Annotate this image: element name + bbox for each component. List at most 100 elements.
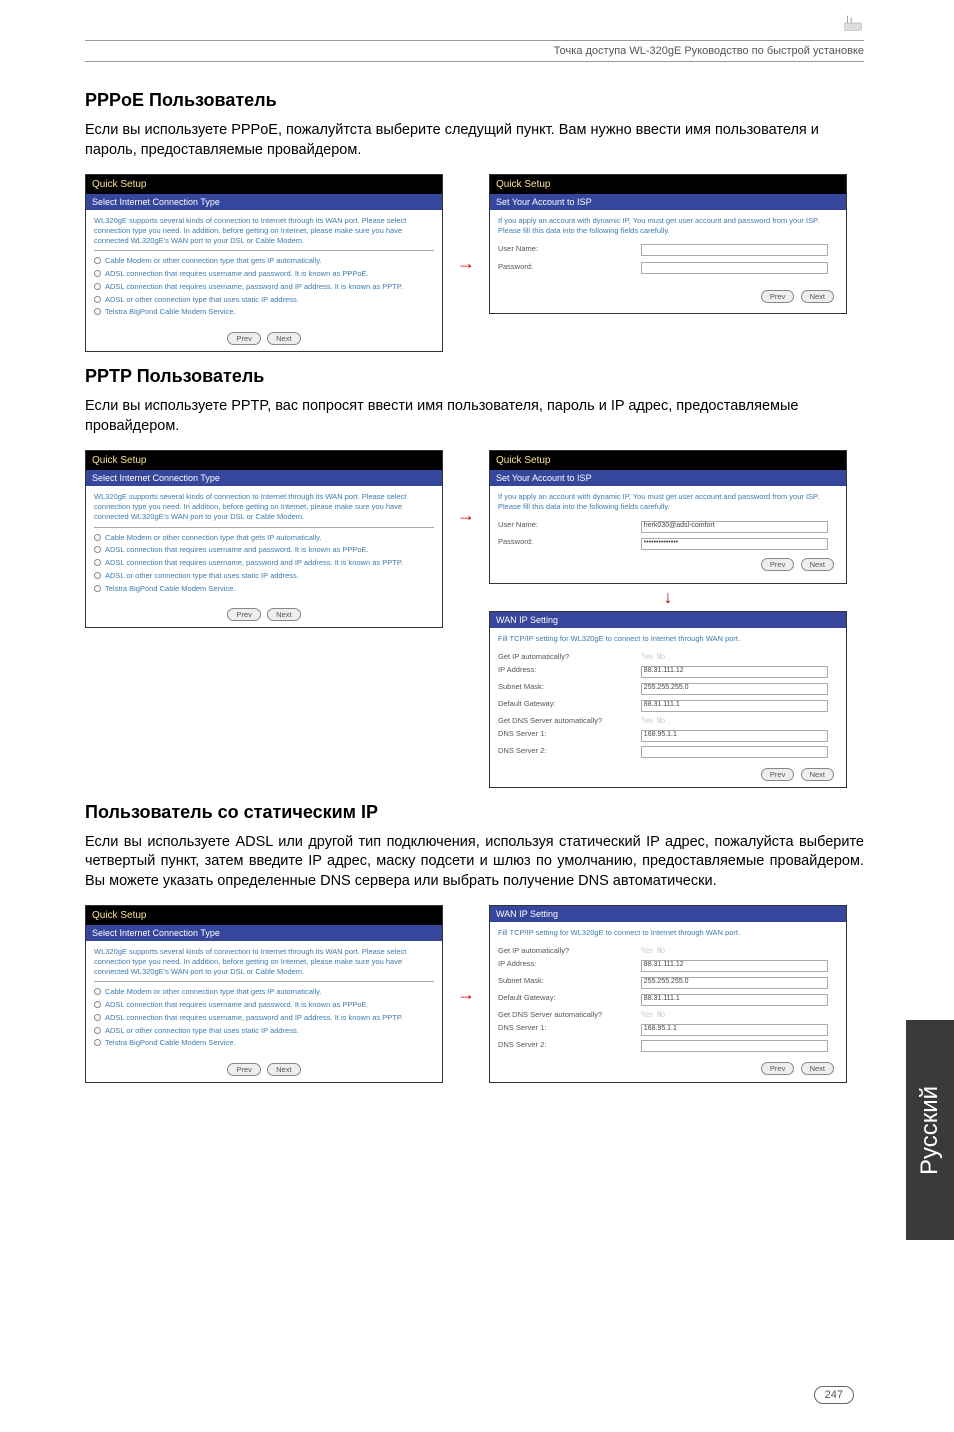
radio-icon[interactable] <box>94 270 101 277</box>
getdns-val[interactable]: Yes No <box>641 1010 838 1019</box>
user-input[interactable]: herk030@adsl-comfort <box>641 521 828 533</box>
qs-header: Quick Setup <box>86 906 442 925</box>
radio-icon[interactable] <box>94 1039 101 1046</box>
dns2-input[interactable] <box>641 746 828 758</box>
radio-icon[interactable] <box>94 257 101 264</box>
subnet-label: Subnet Mask: <box>498 682 641 695</box>
qs-subheader: Select Internet Connection Type <box>86 925 442 941</box>
getdns-label: Get DNS Server automatically? <box>498 1010 641 1019</box>
getip-label: Get IP automatically? <box>498 946 641 955</box>
prev-button[interactable]: Prev <box>761 768 794 781</box>
dns2-label: DNS Server 2: <box>498 1040 641 1054</box>
next-button[interactable]: Next <box>267 608 300 621</box>
getip-val[interactable]: Yes No <box>641 946 838 955</box>
radio-icon[interactable] <box>94 308 101 315</box>
static-title: Пользователь со статическим IP <box>85 802 864 823</box>
opt-3[interactable]: ADSL or other connection type that uses … <box>105 295 299 305</box>
pass-input[interactable] <box>641 262 828 274</box>
opt-0[interactable]: Cable Modem or other connection type tha… <box>105 256 322 266</box>
qs-subheader: Select Internet Connection Type <box>86 194 442 210</box>
prev-button[interactable]: Prev <box>761 1062 794 1075</box>
ip-label: IP Address: <box>498 665 641 678</box>
radio-icon[interactable] <box>94 296 101 303</box>
radio-icon[interactable] <box>94 572 101 579</box>
subnet-input[interactable]: 255.255.255.0 <box>641 977 828 989</box>
prev-button[interactable]: Prev <box>227 1063 260 1076</box>
next-button[interactable]: Next <box>267 1063 300 1076</box>
opt-2[interactable]: ADSL connection that requires username, … <box>105 1013 403 1023</box>
next-button[interactable]: Next <box>801 768 834 781</box>
radio-icon[interactable] <box>94 546 101 553</box>
opt-0[interactable]: Cable Modem or other connection type tha… <box>105 533 322 543</box>
opt-3[interactable]: ADSL or other connection type that uses … <box>105 1026 299 1036</box>
ip-input[interactable]: 88.31.111.12 <box>641 666 828 678</box>
radio-icon[interactable] <box>94 283 101 290</box>
isp-intro: If you apply an account with dynamic IP,… <box>498 492 838 512</box>
qs-intro: WL320gE supports several kinds of connec… <box>94 947 434 976</box>
prev-button[interactable]: Prev <box>227 332 260 345</box>
opt-2[interactable]: ADSL connection that requires username, … <box>105 282 403 292</box>
prev-button[interactable]: Prev <box>761 558 794 571</box>
qs-header: Quick Setup <box>86 175 442 194</box>
user-label: User Name: <box>498 520 641 533</box>
isp-subheader: Set Your Account to ISP <box>490 194 846 210</box>
isp-subheader: Set Your Account to ISP <box>490 470 846 486</box>
radio-icon[interactable] <box>94 1027 101 1034</box>
radio-icon[interactable] <box>94 1001 101 1008</box>
wan-header: WAN IP Setting <box>490 906 846 922</box>
getdns-val[interactable]: Yes No <box>641 716 838 725</box>
opt-1[interactable]: ADSL connection that requires username a… <box>105 1000 369 1010</box>
device-icon <box>842 12 864 34</box>
gw-label: Default Gateway: <box>498 699 641 712</box>
dns1-input[interactable]: 168.95.1.1 <box>641 730 828 742</box>
getip-val[interactable]: Yes No <box>641 652 838 661</box>
subnet-label: Subnet Mask: <box>498 976 641 989</box>
opt-3[interactable]: ADSL or other connection type that uses … <box>105 571 299 581</box>
arrow-right-icon: → <box>457 984 475 1005</box>
next-button[interactable]: Next <box>801 290 834 303</box>
prev-button[interactable]: Prev <box>761 290 794 303</box>
gw-input[interactable]: 88.31.111.1 <box>641 994 828 1006</box>
dns2-input[interactable] <box>641 1040 828 1052</box>
gw-label: Default Gateway: <box>498 993 641 1006</box>
page-number: 247 <box>814 1386 854 1404</box>
gw-input[interactable]: 88.31.111.1 <box>641 700 828 712</box>
dns1-input[interactable]: 168.95.1.1 <box>641 1024 828 1036</box>
radio-icon[interactable] <box>94 585 101 592</box>
qs-subheader: Select Internet Connection Type <box>86 470 442 486</box>
next-button[interactable]: Next <box>801 558 834 571</box>
subnet-input[interactable]: 255.255.255.0 <box>641 683 828 695</box>
ip-input[interactable]: 88.31.111.12 <box>641 960 828 972</box>
opt-4[interactable]: Telstra BigPond Cable Modem Service. <box>105 307 235 317</box>
next-button[interactable]: Next <box>801 1062 834 1075</box>
opt-0[interactable]: Cable Modem or other connection type tha… <box>105 987 322 997</box>
radio-icon[interactable] <box>94 1014 101 1021</box>
wan-intro: Fill TCP/IP setting for WL320gE to conne… <box>498 928 838 938</box>
pptp-desc: Если вы используете PPTP, вас попросят в… <box>85 397 864 436</box>
user-input[interactable] <box>641 244 828 256</box>
opt-1[interactable]: ADSL connection that requires username a… <box>105 269 369 279</box>
pass-input[interactable]: •••••••••••••• <box>641 538 828 550</box>
next-button[interactable]: Next <box>267 332 300 345</box>
isp-intro: If you apply an account with dynamic IP,… <box>498 216 838 236</box>
opt-2[interactable]: ADSL connection that requires username, … <box>105 558 403 568</box>
pptp-title: PPTP Пользователь <box>85 366 864 387</box>
opt-4[interactable]: Telstra BigPond Cable Modem Service. <box>105 1038 235 1048</box>
radio-icon[interactable] <box>94 534 101 541</box>
user-label: User Name: <box>498 244 641 258</box>
prev-button[interactable]: Prev <box>227 608 260 621</box>
radio-icon[interactable] <box>94 988 101 995</box>
pass-label: Password: <box>498 537 641 550</box>
pass-label: Password: <box>498 262 641 276</box>
arrow-right-icon: → <box>457 253 475 274</box>
language-tab: Русский <box>906 1020 954 1240</box>
opt-4[interactable]: Telstra BigPond Cable Modem Service. <box>105 584 235 594</box>
arrow-right-icon: → <box>457 505 475 526</box>
pppoe-title: PPPoE Пользователь <box>85 90 864 111</box>
arrow-down-icon: ↓ <box>489 584 847 611</box>
getdns-label: Get DNS Server automatically? <box>498 716 641 725</box>
radio-icon[interactable] <box>94 559 101 566</box>
opt-1[interactable]: ADSL connection that requires username a… <box>105 545 369 555</box>
dns1-label: DNS Server 1: <box>498 1023 641 1036</box>
ip-label: IP Address: <box>498 959 641 972</box>
